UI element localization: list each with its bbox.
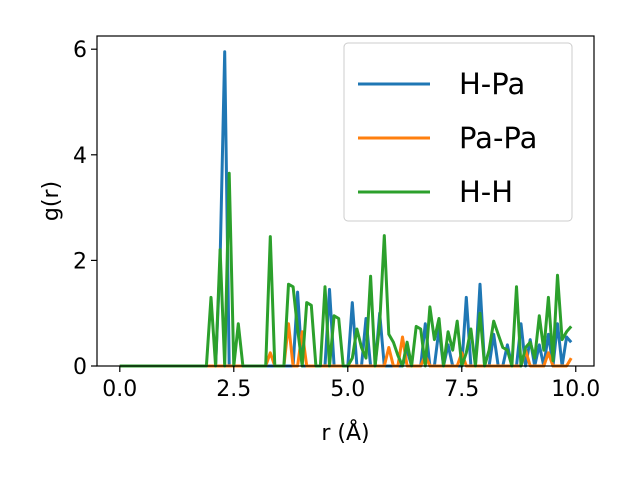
x-tick-label: 0.0 [102,377,137,402]
x-axis-label: r (Å) [321,419,369,446]
x-tick-label: 5.0 [330,377,365,402]
x-axis: 0.0 2.5 5.0 7.5 10.0 [102,366,600,402]
y-tick-label: 0 [73,355,87,380]
y-tick-label: 4 [73,144,87,169]
legend-label: Pa-Pa [459,121,537,155]
x-tick-label: 10.0 [551,377,600,402]
x-tick-label: 7.5 [444,377,479,402]
y-tick-label: 6 [73,38,87,63]
y-axis-label: g(r) [39,181,64,221]
x-tick-label: 2.5 [216,377,251,402]
legend: H-Pa Pa-Pa H-H [343,42,573,222]
legend-box [343,42,573,222]
y-tick-label: 2 [73,249,87,274]
axes-frame [96,35,595,367]
legend-label: H-H [459,175,513,209]
legend-label: H-Pa [459,67,525,101]
y-axis: 0 2 4 6 [73,38,97,380]
